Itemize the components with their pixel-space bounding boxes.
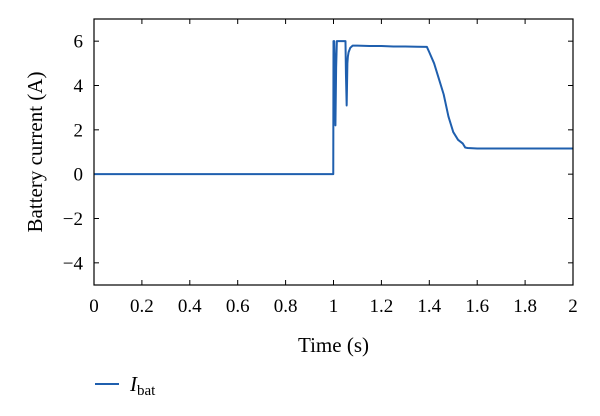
x-tick-label: 1.2 bbox=[370, 296, 394, 317]
y-tick-label: 4 bbox=[74, 76, 84, 97]
x-tick-label: 0.4 bbox=[178, 296, 202, 317]
x-axis-ticks: 0 0.2 0.4 0.6 0.8 1 1.2 1.4 1.6 1.8 2 bbox=[89, 19, 578, 317]
x-tick-label: 0 bbox=[89, 296, 99, 317]
y-axis-ticks: −4 −2 0 2 4 6 bbox=[63, 32, 573, 274]
x-tick-label: 2 bbox=[568, 296, 578, 317]
legend: Ibat bbox=[95, 372, 156, 399]
x-tick-label: 1.6 bbox=[465, 296, 489, 317]
legend-label-name: I bbox=[129, 372, 138, 396]
series-line-ibat bbox=[94, 40, 573, 176]
plot-frame bbox=[93, 18, 574, 286]
x-tick-label: 1 bbox=[329, 296, 339, 317]
y-axis-label: Battery current (A) bbox=[23, 72, 47, 233]
x-tick-label: 0.6 bbox=[226, 296, 250, 317]
x-tick-label: 0.8 bbox=[274, 296, 298, 317]
y-tick-label: 6 bbox=[74, 32, 84, 53]
legend-label-subscript: bat bbox=[137, 383, 156, 399]
legend-label-ibat: Ibat bbox=[129, 372, 156, 399]
x-tick-label: 1.8 bbox=[513, 296, 537, 317]
y-tick-label: 2 bbox=[74, 120, 84, 141]
y-tick-label: −2 bbox=[63, 209, 83, 230]
x-axis-label: Time (s) bbox=[298, 333, 369, 357]
x-tick-label: 1.4 bbox=[417, 296, 441, 317]
y-tick-label: −4 bbox=[63, 253, 84, 274]
x-tick-label: 0.2 bbox=[130, 296, 154, 317]
y-tick-label: 0 bbox=[74, 165, 84, 186]
